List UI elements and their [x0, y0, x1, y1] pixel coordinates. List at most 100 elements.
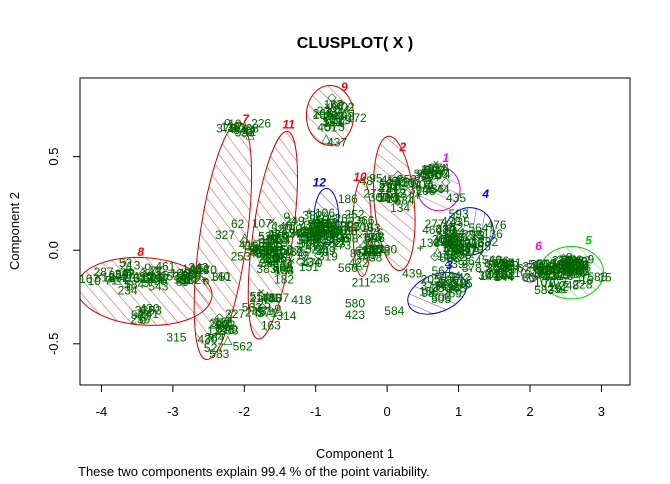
data-point: ◇ — [296, 254, 306, 268]
data-point: 206 — [563, 253, 583, 267]
data-point: ◇ — [321, 216, 331, 230]
data-point: 430 — [197, 333, 217, 347]
data-point: o — [567, 263, 574, 277]
x-tick-label: 2 — [526, 404, 533, 419]
data-point: 246 — [451, 277, 471, 291]
data-point: 394 — [409, 183, 429, 197]
data-point: △ — [275, 303, 285, 317]
variability-caption: These two components explain 99.4 % of t… — [78, 464, 430, 479]
data-point: 90 — [289, 226, 303, 240]
data-point: × — [334, 107, 341, 121]
data-point: 287 — [94, 265, 114, 279]
data-point: 209 — [353, 220, 373, 234]
data-point: ◇ — [539, 262, 549, 276]
data-point: 439 — [445, 257, 465, 271]
data-point: × — [269, 214, 276, 228]
data-point: o — [553, 265, 560, 279]
data-point: △ — [330, 111, 340, 125]
data-point: 239 — [130, 312, 150, 326]
data-point: 597 — [558, 258, 578, 272]
cluster-ellipse-2 — [373, 135, 416, 272]
data-point: × — [324, 99, 331, 113]
data-point: 95 — [369, 172, 383, 186]
data-point: △ — [321, 131, 331, 145]
data-point: o — [283, 208, 290, 222]
data-point: △ — [448, 233, 458, 247]
data-point: ◇ — [240, 234, 250, 248]
data-point: 347 — [115, 267, 135, 281]
data-point: 213 — [120, 258, 140, 272]
data-point: o — [327, 108, 334, 122]
data-point: △ — [240, 230, 250, 244]
data-point: 101 — [421, 162, 441, 176]
data-point: + — [533, 262, 540, 276]
data-point: 10 — [362, 244, 376, 258]
data-point: 476 — [487, 218, 507, 232]
data-point: 10 — [228, 117, 242, 131]
data-point: ◇ — [490, 263, 500, 277]
data-point: 13 — [101, 270, 115, 284]
y-axis-title: Component 2 — [7, 192, 22, 270]
data-point: o — [323, 221, 330, 235]
data-point: 541 — [323, 114, 343, 128]
data-point: 401 — [260, 291, 280, 305]
data-point: 328 — [256, 245, 276, 259]
data-point: × — [570, 262, 577, 276]
data-point: 40 — [249, 246, 263, 260]
data-point: 383 — [256, 262, 276, 276]
data-point: 139 — [550, 258, 570, 272]
data-point: 373 — [301, 225, 321, 239]
data-point: 197 — [311, 240, 331, 254]
x-tick-label: -2 — [239, 404, 251, 419]
data-point: o — [556, 282, 563, 296]
data-point: 411 — [501, 266, 520, 280]
data-point: × — [441, 276, 448, 290]
data-point: 312 — [258, 232, 278, 246]
data-point: 213 — [436, 231, 456, 245]
data-point: × — [394, 187, 401, 201]
data-point: 347 — [538, 261, 558, 275]
data-point: ◇ — [138, 266, 148, 280]
data-point: 415 — [300, 219, 320, 233]
data-point: 10 — [387, 180, 401, 194]
data-point: 528 — [258, 230, 278, 244]
data-point: + — [268, 258, 275, 272]
data-point: 428 — [493, 258, 513, 272]
data-point: 269 — [442, 287, 462, 301]
y-tick-label: 0.0 — [46, 241, 61, 259]
data-point: 297 — [494, 256, 514, 270]
data-point: 22 — [496, 261, 510, 275]
data-point: 33 — [440, 276, 454, 290]
data-point: 16 — [580, 273, 594, 287]
data-point: 233 — [219, 323, 239, 337]
data-point: o — [436, 276, 443, 290]
data-point: 507 — [269, 291, 289, 305]
cluster-label-2: 2 — [399, 140, 407, 154]
data-point: 555 — [536, 257, 556, 271]
data-point: 236 — [370, 271, 390, 285]
data-point: 366 — [354, 213, 374, 227]
data-point: 146 — [552, 255, 572, 269]
data-point: 253 — [231, 250, 251, 264]
data-point: 197 — [570, 259, 590, 273]
data-point: 461 — [155, 260, 175, 274]
data-point: 132 — [181, 273, 201, 287]
data-point: 7 — [274, 233, 281, 247]
data-point: o — [274, 300, 281, 314]
data-point: 167 — [79, 272, 99, 286]
data-point: 265 — [335, 212, 355, 226]
data-point: × — [452, 239, 459, 253]
data-point: 189 — [320, 226, 340, 240]
data-point: 175 — [362, 231, 382, 245]
data-point: 266 — [313, 106, 333, 120]
data-point: 162 — [549, 280, 569, 294]
data-point: 440 — [443, 243, 463, 257]
data-point: 94 — [445, 228, 459, 242]
data-point: 314 — [532, 259, 552, 273]
data-point: 31 — [260, 304, 274, 318]
data-point: 163 — [261, 318, 281, 332]
data-point: 105 — [378, 191, 398, 205]
data-point: 422 — [349, 256, 369, 270]
data-point: 512 — [386, 187, 406, 201]
data-point: 229 — [109, 269, 129, 283]
